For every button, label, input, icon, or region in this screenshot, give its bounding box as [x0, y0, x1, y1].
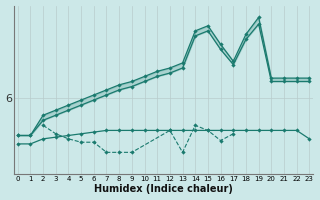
- X-axis label: Humidex (Indice chaleur): Humidex (Indice chaleur): [94, 184, 233, 194]
